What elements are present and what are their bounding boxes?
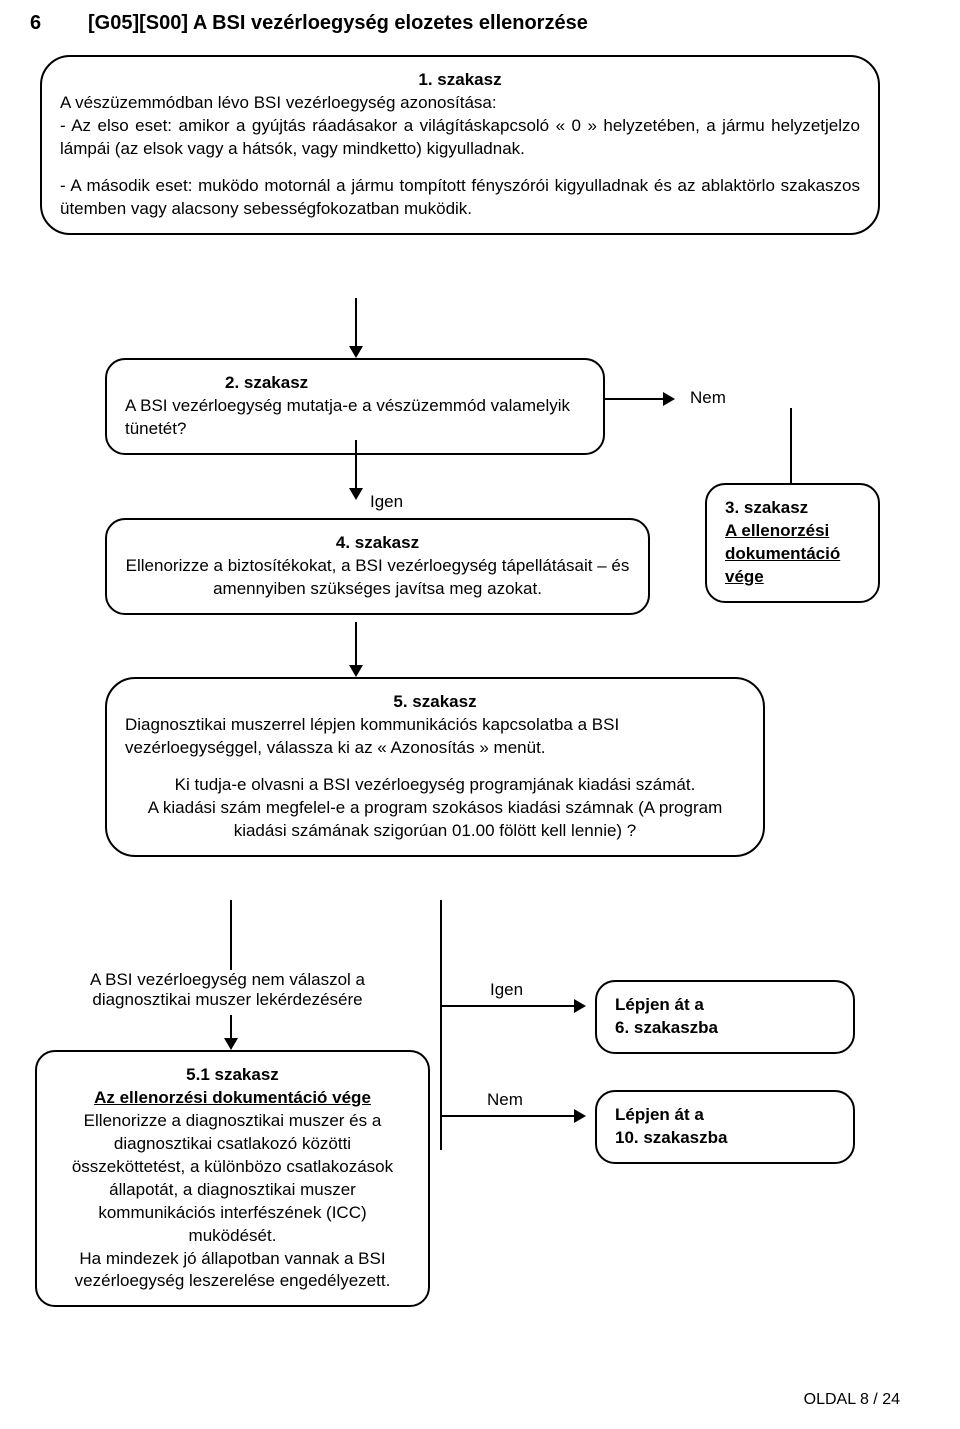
- step-2-body: A BSI vezérloegység mutatja-e a vészüzem…: [125, 395, 585, 441]
- step-1-line2: - Az elso eset: amikor a gyújtás ráadása…: [60, 115, 860, 161]
- step-2-title: 2. szakasz: [125, 372, 585, 395]
- step-5-1-body2: Ha mindezek jó állapotban vannak a BSI v…: [55, 1248, 410, 1294]
- no-response-text: A BSI vezérloegység nem válaszol a diagn…: [40, 970, 415, 1010]
- step-4-box: 4. szakasz Ellenorizze a biztosítékokat,…: [105, 518, 650, 615]
- connector: [355, 622, 357, 667]
- step-5-1-title: 5.1 szakasz: [55, 1064, 410, 1087]
- step-1-title: 1. szakasz: [60, 69, 860, 92]
- arrow-down-icon: [349, 665, 363, 677]
- connector: [605, 398, 665, 400]
- connector: [230, 1015, 232, 1040]
- step-3-box: 3. szakasz A ellenorzési dokumentáció vé…: [705, 483, 880, 603]
- step-1-line1: A vészüzemmódban lévo BSI vezérloegység …: [60, 92, 860, 115]
- step-5-p1: Diagnosztikai muszerrel lépjen kommuniká…: [125, 714, 745, 760]
- step-5-p3: A kiadási szám megfelel-e a program szok…: [125, 797, 745, 843]
- connector: [355, 440, 357, 490]
- connector: [441, 1005, 576, 1007]
- goto-6-line2: 6. szakaszba: [615, 1018, 718, 1037]
- connector: [355, 298, 357, 348]
- arrow-right-icon: [663, 392, 675, 406]
- label-igen-1: Igen: [370, 492, 403, 512]
- goto-10-box: Lépjen át a 10. szakaszba: [595, 1090, 855, 1164]
- arrow-down-icon: [349, 488, 363, 500]
- label-nem-2: Nem: [487, 1090, 523, 1110]
- step-4-title: 4. szakasz: [125, 532, 630, 555]
- step-5-1-body: Ellenorizze a diagnosztikai muszer és a …: [55, 1110, 410, 1248]
- page-footer: OLDAL 8 / 24: [804, 1391, 900, 1409]
- label-nem-1: Nem: [690, 388, 726, 408]
- goto-10-line1: Lépjen át a: [615, 1105, 704, 1124]
- arrow-down-icon: [349, 346, 363, 358]
- connector: [441, 1115, 576, 1117]
- step-5-title: 5. szakasz: [125, 691, 745, 714]
- step-3-body: A ellenorzési dokumentáció vége: [725, 520, 860, 589]
- step-4-body: Ellenorizze a biztosítékokat, a BSI vezé…: [125, 555, 630, 601]
- step-5-box: 5. szakasz Diagnosztikai muszerrel lépje…: [105, 677, 765, 857]
- step-5-1-subtitle: Az ellenorzési dokumentáció vége: [55, 1087, 410, 1110]
- section-title: [G05][S00] A BSI vezérloegység elozetes …: [88, 12, 588, 35]
- arrow-down-icon: [224, 1038, 238, 1050]
- step-1-box: 1. szakasz A vészüzemmódban lévo BSI vez…: [40, 55, 880, 235]
- step-5-1-box: 5.1 szakasz Az ellenorzési dokumentáció …: [35, 1050, 430, 1307]
- goto-10-line2: 10. szakaszba: [615, 1128, 727, 1147]
- goto-6-line1: Lépjen át a: [615, 995, 704, 1014]
- step-3-title: 3. szakasz: [725, 497, 860, 520]
- connector: [440, 900, 442, 1150]
- goto-6-box: Lépjen át a 6. szakaszba: [595, 980, 855, 1054]
- arrow-right-icon: [574, 999, 586, 1013]
- connector: [230, 900, 232, 970]
- section-number: 6: [30, 12, 41, 35]
- label-igen-2: Igen: [490, 980, 523, 1000]
- connector: [790, 408, 792, 483]
- step-1-line3: - A második eset: muködo motornál a járm…: [60, 175, 860, 221]
- step-5-p2: Ki tudja-e olvasni a BSI vezérloegység p…: [125, 774, 745, 797]
- arrow-right-icon: [574, 1109, 586, 1123]
